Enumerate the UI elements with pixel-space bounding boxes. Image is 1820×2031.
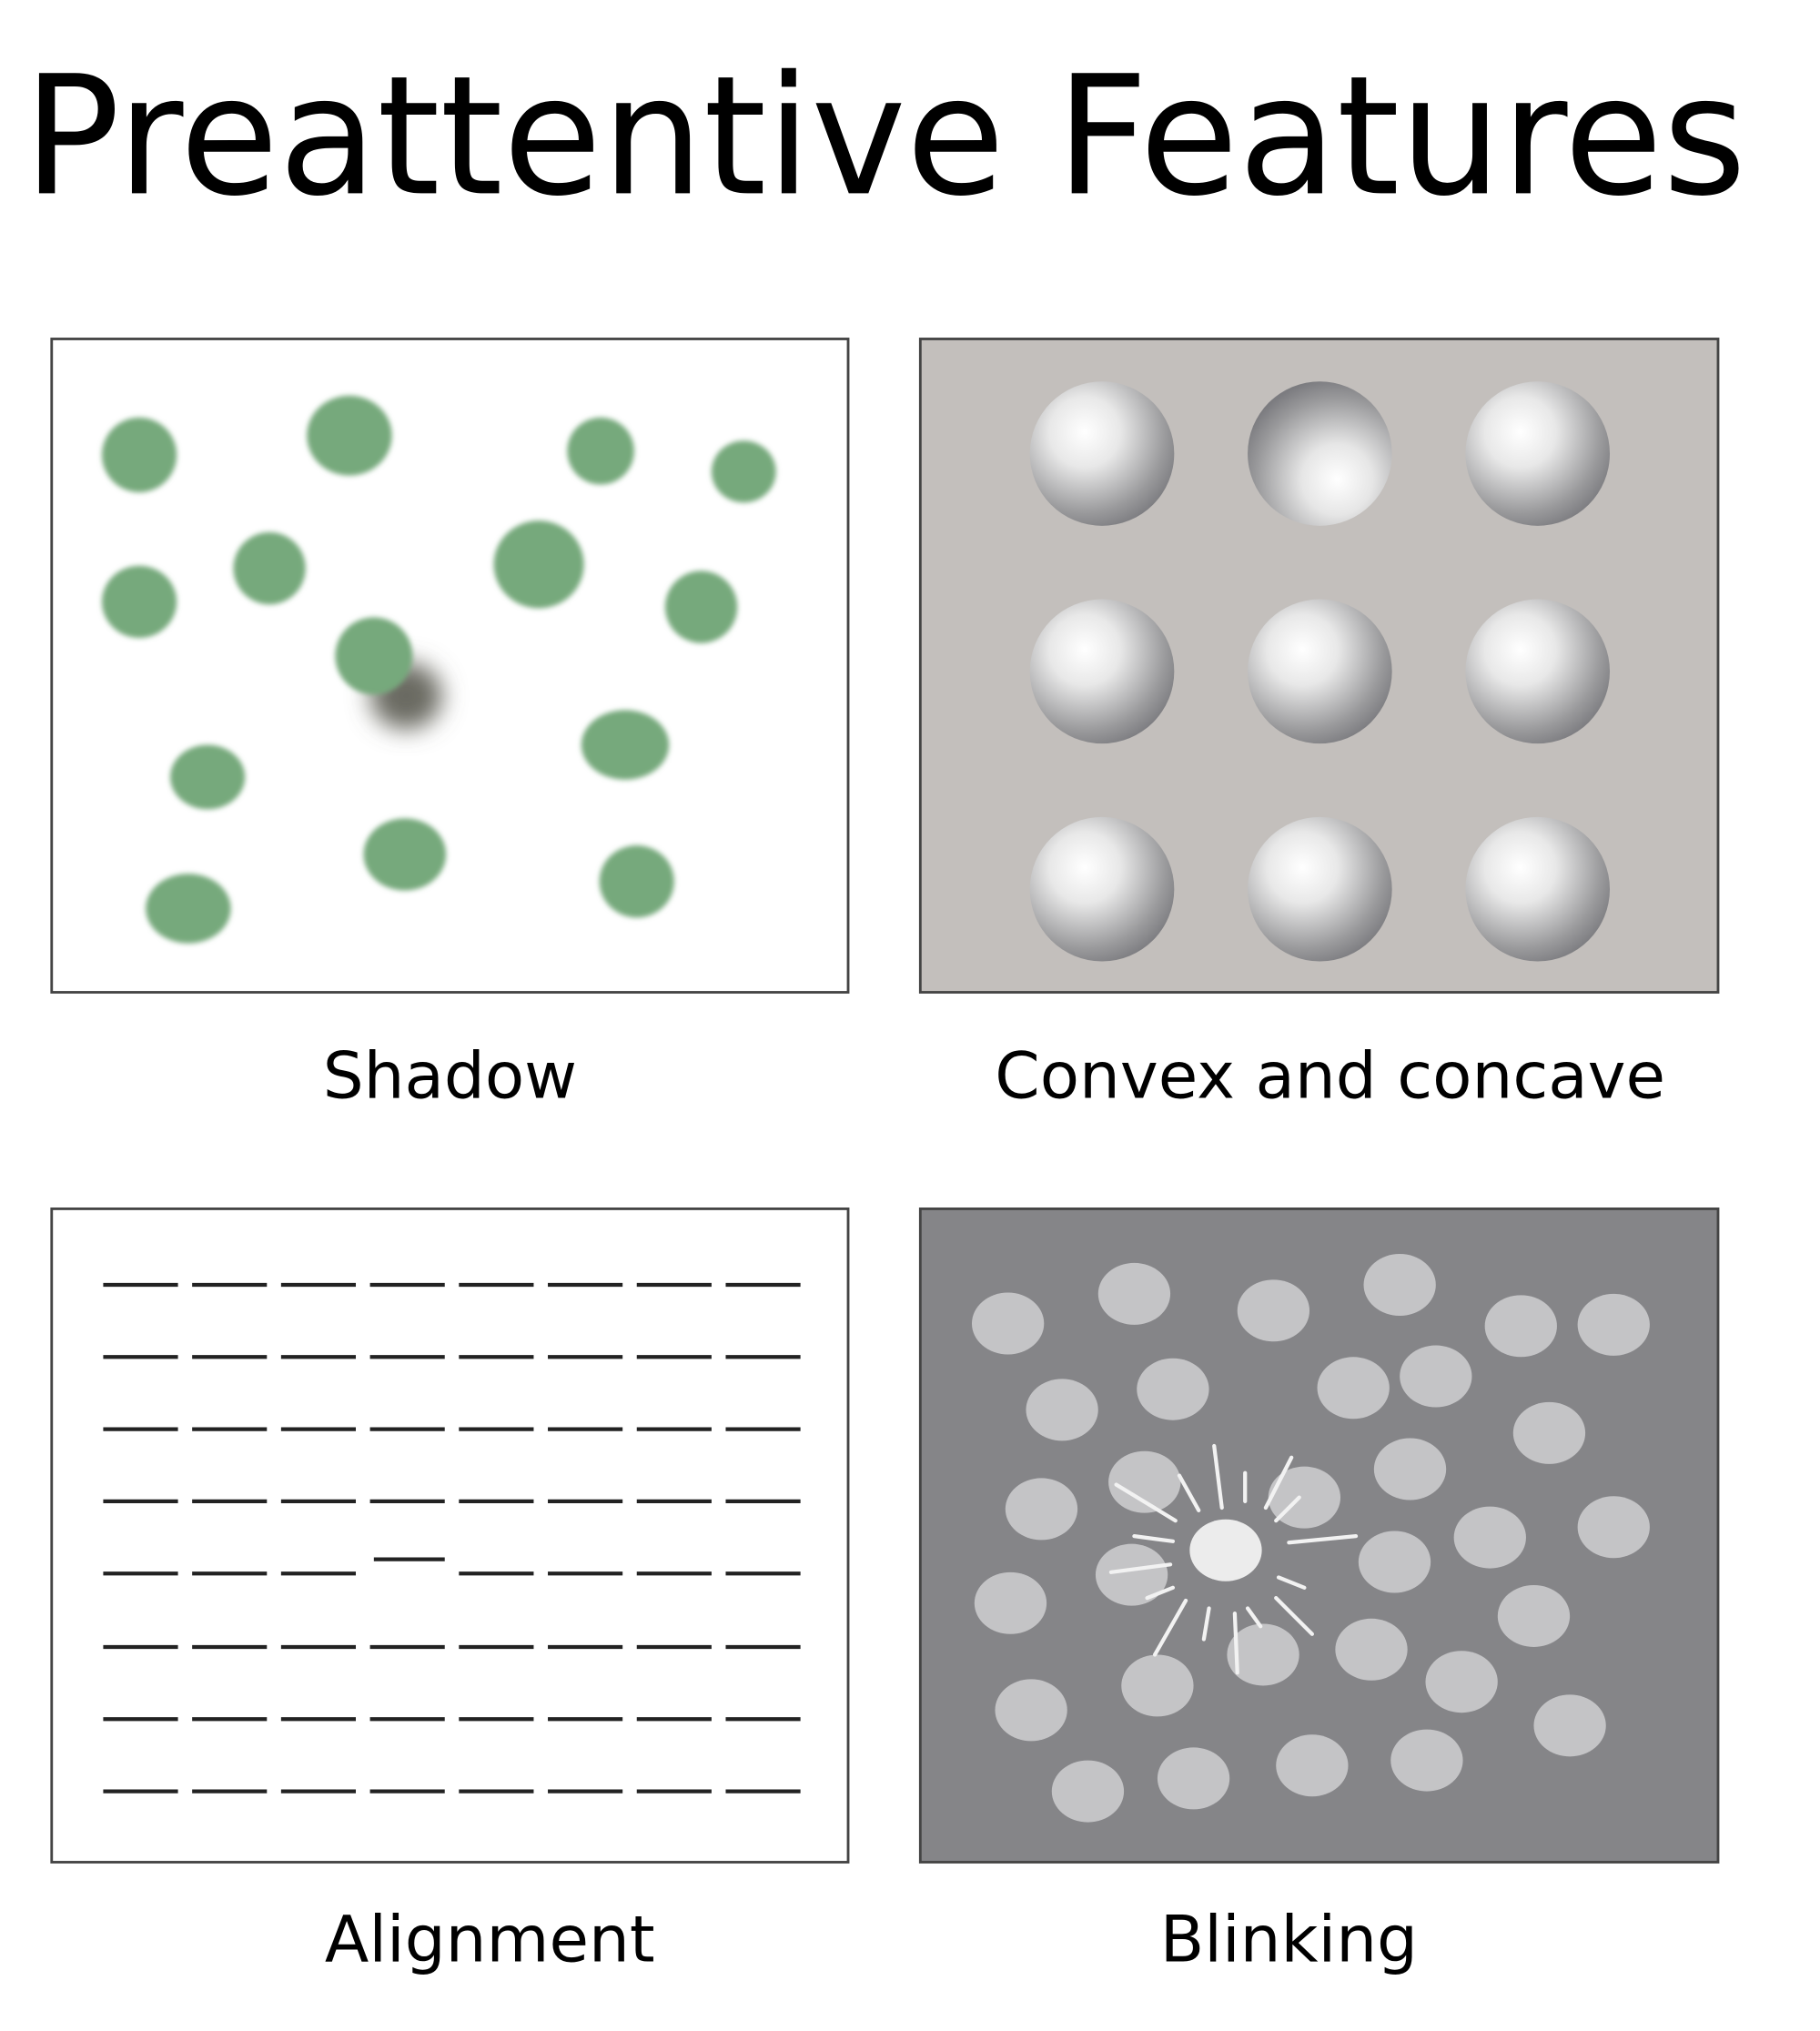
gray-dot [1095, 1543, 1168, 1606]
gray-dot [1237, 1279, 1310, 1342]
green-dot [146, 874, 231, 944]
gray-dot [1484, 1295, 1557, 1358]
ray [1212, 1443, 1224, 1511]
green-dot [581, 710, 670, 780]
gray-dot [1157, 1747, 1230, 1810]
ray [1276, 1575, 1307, 1590]
gray-dot [971, 1292, 1045, 1355]
green-dot [711, 440, 776, 503]
convex-sphere [1029, 381, 1175, 526]
convex-sphere [1465, 816, 1611, 962]
ray [1108, 1562, 1173, 1574]
ray [1287, 1534, 1359, 1545]
green-dot [233, 531, 306, 605]
green-dot [567, 417, 634, 485]
ray [1145, 1585, 1176, 1601]
convex-sphere [1029, 816, 1175, 962]
concave-sphere [1248, 381, 1392, 526]
green-dot [493, 520, 584, 609]
convex-sphere [1248, 599, 1392, 744]
ray [1274, 1495, 1301, 1523]
gray-dot [1276, 1734, 1349, 1797]
caption: Blinking [1160, 1902, 1418, 1977]
ray [1152, 1598, 1188, 1657]
ray [1263, 1455, 1294, 1511]
caption: Alignment [325, 1902, 655, 1977]
gray-dot [1335, 1618, 1408, 1681]
convex-panel [918, 338, 1720, 994]
alignment-panel [50, 1207, 850, 1864]
panel-frame [50, 1207, 850, 1864]
green-dot [102, 417, 177, 493]
gray-dot [1533, 1694, 1606, 1757]
ray [1245, 1606, 1263, 1629]
green-dot [335, 617, 413, 695]
convex-sphere [1465, 599, 1611, 744]
ray [1132, 1534, 1176, 1543]
gray-dot [1400, 1345, 1472, 1408]
gray-dot [1363, 1254, 1436, 1316]
convex-sphere [1465, 381, 1611, 526]
gray-dot [995, 1679, 1067, 1742]
convex-sphere [1248, 816, 1392, 962]
shadow-panel [50, 338, 850, 994]
green-dot [599, 845, 674, 918]
green-dot [170, 744, 246, 810]
gray-dot [1227, 1623, 1299, 1686]
gray-dot [1121, 1654, 1194, 1717]
gray-dot [974, 1571, 1047, 1634]
green-dot [363, 818, 447, 891]
gray-dot [1026, 1379, 1098, 1441]
ray [1274, 1596, 1314, 1636]
blinking-panel [918, 1207, 1720, 1864]
green-dot [307, 395, 392, 476]
caption: Convex and concave [995, 1038, 1665, 1114]
gray-dot [1358, 1531, 1431, 1593]
gray-dot [1373, 1438, 1447, 1501]
ray [1201, 1606, 1211, 1642]
green-dot [664, 571, 738, 643]
ray [1232, 1612, 1239, 1675]
gray-dot [1577, 1496, 1650, 1559]
gray-dot [1497, 1584, 1571, 1647]
gray-dot [1390, 1729, 1463, 1792]
green-dot [102, 565, 177, 639]
title: Preattentive Features [24, 40, 1747, 232]
ray [1114, 1482, 1178, 1523]
gray-dot [1108, 1450, 1181, 1513]
convex-sphere [1029, 599, 1175, 744]
gray-dot [1097, 1262, 1171, 1325]
gray-dot [1425, 1651, 1498, 1713]
ray [1177, 1473, 1201, 1512]
gray-dot [1317, 1357, 1390, 1420]
caption: Shadow [323, 1038, 577, 1114]
gray-dot [1051, 1760, 1125, 1823]
blinking-dot [1189, 1519, 1262, 1581]
gray-dot [1453, 1506, 1526, 1569]
gray-dot [1137, 1358, 1209, 1420]
gray-dot [1512, 1401, 1586, 1464]
gray-dot [1577, 1293, 1650, 1356]
gray-dot [1005, 1478, 1078, 1541]
